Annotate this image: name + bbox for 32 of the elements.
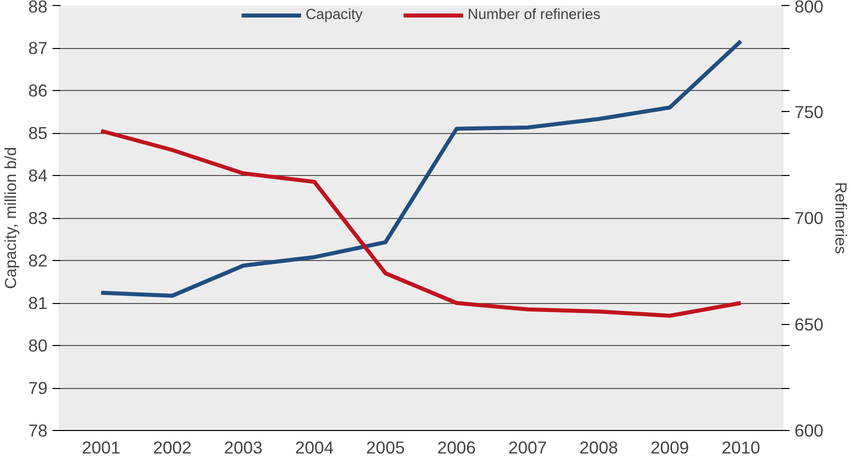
legend-label: Capacity [306,7,363,23]
y-tick-label: 84 [28,166,48,186]
y-tick-label: 88 [28,0,48,16]
y2-axis-title: Refineries [831,182,848,254]
y-tick-label: 85 [28,123,48,143]
x-tick-label: 2002 [152,438,192,456]
y-tick-label: 80 [28,336,48,356]
y-tick-label: 79 [28,378,48,398]
x-tick-label: 2005 [366,438,405,456]
x-tick-label: 2008 [579,438,618,456]
x-tick-label: 2009 [650,438,690,456]
x-tick-label: 2003 [224,438,263,456]
line-series [99,39,743,298]
y2-tick-label: 650 [794,314,824,334]
x-tick-label: 2010 [722,438,760,456]
y-tick-label: 86 [28,80,48,100]
y-tick-label: 78 [28,420,48,440]
y-tick-label: 87 [28,38,48,58]
y2-tick-label: 700 [794,208,824,228]
y-tick-label: 81 [28,293,48,313]
y2-tick-label: 600 [794,420,824,440]
line-series [99,128,743,318]
y-tick-label: 83 [28,208,48,228]
x-tick-label: 2007 [508,438,547,456]
x-tick-label: 2004 [295,438,334,456]
legend-label: Number of refineries [468,7,600,23]
y2-tick-label: 800 [794,0,824,16]
x-tick-label: 2006 [437,438,476,456]
x-tick-label: 2001 [82,438,120,456]
y2-tick-label: 750 [794,102,824,122]
y-tick-label: 82 [28,250,48,270]
y-axis-title: Capacity, million b/d [3,147,20,289]
